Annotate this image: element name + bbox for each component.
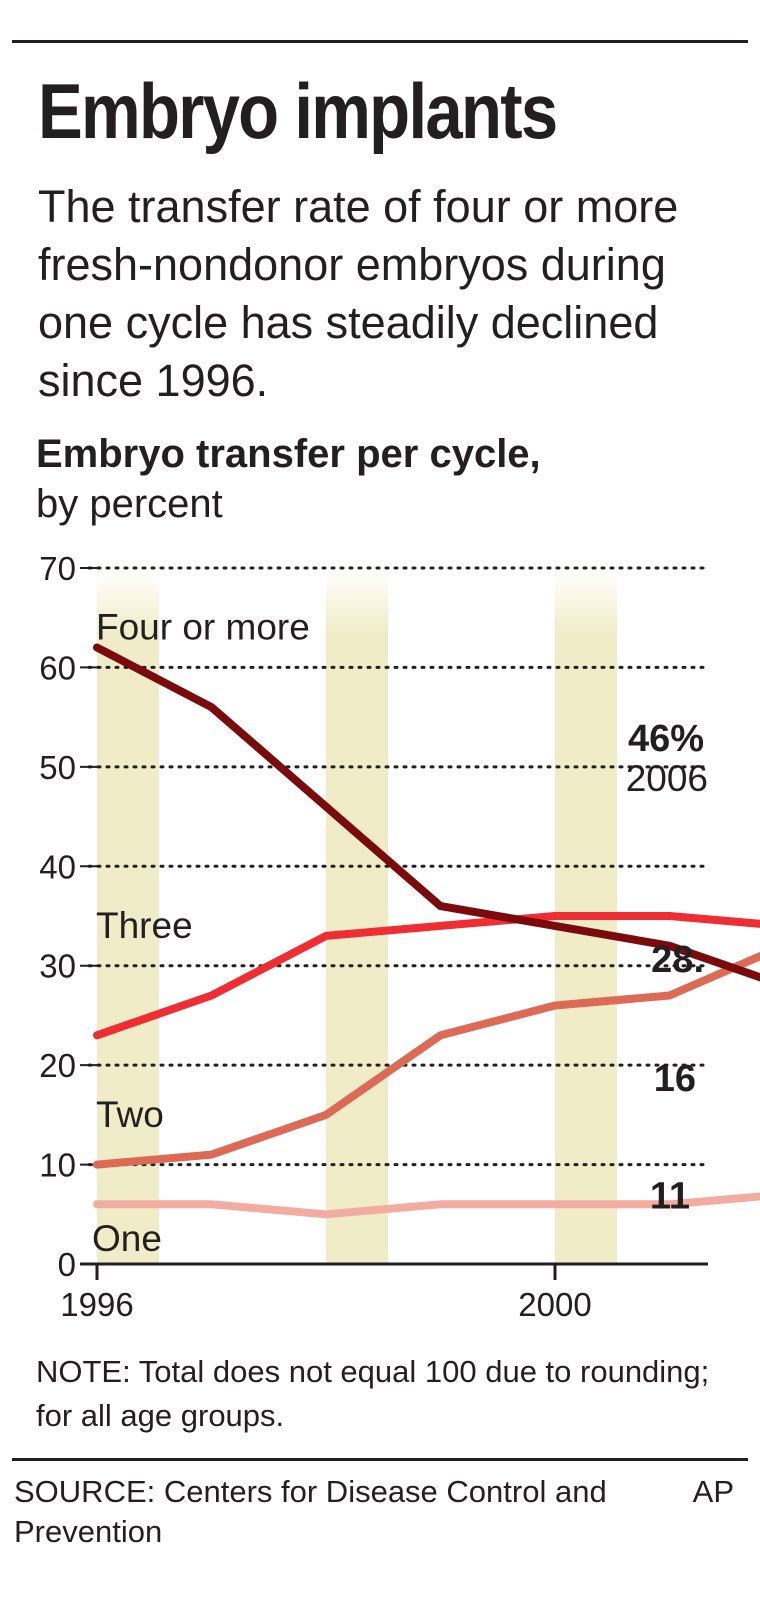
- end-year-two: 2006: [626, 758, 708, 799]
- line-chart: 010203040506070199620002005 Four or more…: [39, 550, 760, 1323]
- series-line-four-or-more: [93, 643, 760, 982]
- end-value-two: 46%: [628, 718, 704, 760]
- chart-title: Embryo transfer per cycle,: [36, 432, 541, 476]
- top-rule: [12, 40, 748, 43]
- series-line-one: [93, 1192, 760, 1219]
- shaded-column-1998: [326, 570, 388, 1264]
- footnote: NOTE: Total does not equal 100 due to ro…: [36, 1354, 710, 1433]
- y-tick-label-60: 60: [39, 649, 76, 686]
- x-tick-label-1996: 1996: [60, 1286, 133, 1323]
- graphic-subtitle: The transfer rate of four or more fresh-…: [38, 181, 679, 406]
- agency-credit: AP: [692, 1474, 734, 1509]
- series-name-four-or-more: Four or more: [96, 607, 310, 648]
- end-value-three: 28.: [651, 939, 704, 981]
- x-tick-label-2000: 2000: [518, 1286, 591, 1323]
- y-tick-label-0: 0: [58, 1246, 76, 1283]
- series-labels: Four or more Three Two One 16 28. 46%2006 11: [92, 607, 708, 1259]
- end-value-four-or-more: 16: [654, 1058, 696, 1100]
- chart-subtitle: by percent: [36, 482, 223, 526]
- series-name-one: One: [92, 1218, 162, 1259]
- y-tick-label-30: 30: [39, 948, 76, 985]
- y-tick-label-20: 20: [39, 1047, 76, 1084]
- series-name-two: Two: [96, 1094, 164, 1135]
- y-tick-label-10: 10: [39, 1147, 76, 1184]
- shaded-column-1996: [97, 570, 159, 1264]
- axes: 010203040506070199620002005: [39, 550, 708, 1323]
- y-tick-label-70: 70: [39, 550, 76, 587]
- series-name-three: Three: [96, 905, 193, 946]
- graphic-title: Embryo implants: [38, 67, 558, 155]
- y-tick-label-50: 50: [39, 749, 76, 786]
- series-line-three: [93, 912, 760, 1040]
- series-lines: [93, 643, 760, 1219]
- bottom-rule: [12, 1458, 748, 1461]
- end-value-one: 11: [650, 1175, 690, 1217]
- y-tick-label-40: 40: [39, 848, 76, 885]
- series-line-two: [93, 951, 760, 1169]
- source-credit: SOURCE: Centers for Disease Control and …: [14, 1474, 607, 1549]
